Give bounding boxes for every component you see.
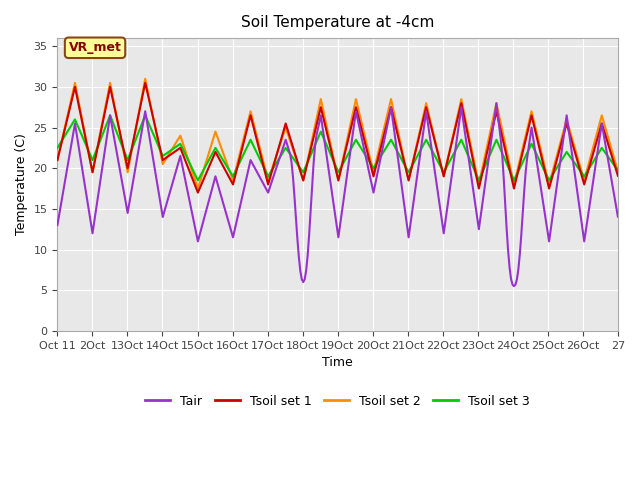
X-axis label: Time: Time bbox=[323, 356, 353, 369]
Legend: Tair, Tsoil set 1, Tsoil set 2, Tsoil set 3: Tair, Tsoil set 1, Tsoil set 2, Tsoil se… bbox=[140, 390, 535, 413]
Title: Soil Temperature at -4cm: Soil Temperature at -4cm bbox=[241, 15, 435, 30]
Y-axis label: Temperature (C): Temperature (C) bbox=[15, 133, 28, 235]
Text: VR_met: VR_met bbox=[68, 41, 122, 54]
